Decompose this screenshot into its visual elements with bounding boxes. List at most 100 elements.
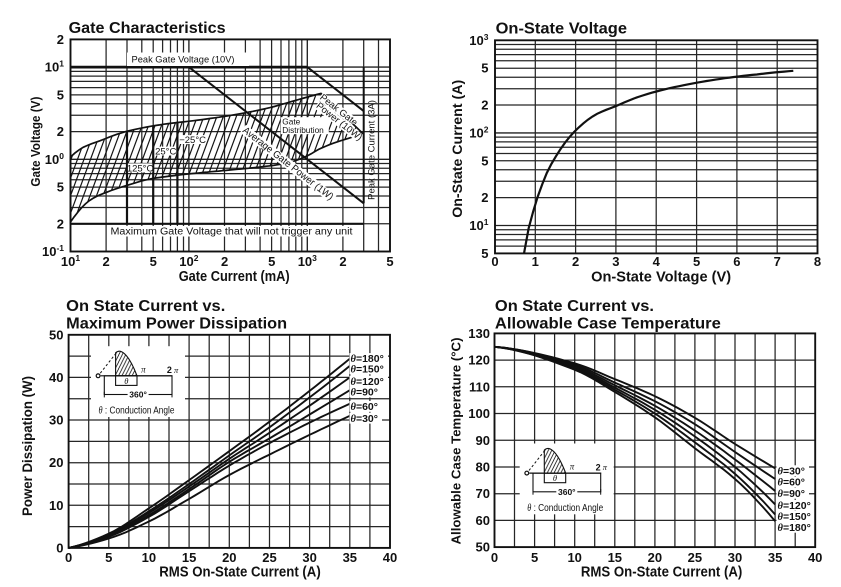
svg-text:θ=60°: θ=60° xyxy=(778,477,805,489)
svg-text:80: 80 xyxy=(476,460,490,475)
svg-text:25: 25 xyxy=(262,550,276,565)
svg-text:θ : Conduction Angle: θ : Conduction Angle xyxy=(99,406,175,417)
svg-text:5: 5 xyxy=(693,254,700,269)
svg-text:2: 2 xyxy=(57,216,64,231)
svg-text:30: 30 xyxy=(49,413,63,428)
svg-text:60: 60 xyxy=(476,513,490,528)
svg-text:5: 5 xyxy=(481,61,488,76)
svg-text:20: 20 xyxy=(49,455,63,470)
svg-text:2: 2 xyxy=(339,254,346,269)
svg-text:5: 5 xyxy=(386,254,393,269)
svg-text:On State Current vs.: On State Current vs. xyxy=(495,298,654,315)
svg-text:θ=60°: θ=60° xyxy=(351,401,378,413)
svg-text:2: 2 xyxy=(167,365,172,375)
svg-text:3: 3 xyxy=(612,254,619,269)
svg-text:1: 1 xyxy=(532,254,539,269)
svg-text:20: 20 xyxy=(648,550,662,565)
svg-text:Peak Gate Voltage (10V): Peak Gate Voltage (10V) xyxy=(132,55,235,66)
svg-text:Peak Gate Current (3A): Peak Gate Current (3A) xyxy=(367,100,378,200)
svg-text:Gate Voltage (V): Gate Voltage (V) xyxy=(29,97,43,187)
svg-text:130: 130 xyxy=(468,326,490,341)
svg-text:20: 20 xyxy=(222,550,236,565)
svg-text:0: 0 xyxy=(491,550,498,565)
svg-text:10: 10 xyxy=(49,498,63,513)
svg-text:π: π xyxy=(174,365,179,375)
svg-text:θ=90°: θ=90° xyxy=(351,387,378,399)
svg-text:Maximum Gate Voltage that will: Maximum Gate Voltage that will not trigg… xyxy=(111,227,353,238)
svg-text:RMS On-State Current (A): RMS On-State Current (A) xyxy=(159,564,321,580)
svg-text:102: 102 xyxy=(469,124,488,140)
svg-text:On-State Current (A): On-State Current (A) xyxy=(450,80,465,218)
svg-text:0: 0 xyxy=(491,254,498,269)
svg-text:4: 4 xyxy=(653,254,661,269)
svg-text:0: 0 xyxy=(65,550,72,565)
svg-text:125°C: 125°C xyxy=(127,163,154,174)
svg-text:θ: θ xyxy=(124,376,128,386)
svg-text:0: 0 xyxy=(56,540,63,555)
svg-text:2: 2 xyxy=(572,254,579,269)
svg-text:5: 5 xyxy=(268,254,275,269)
svg-text:110: 110 xyxy=(469,379,490,394)
svg-text:35: 35 xyxy=(768,550,782,565)
svg-text:101: 101 xyxy=(45,59,64,75)
svg-text:5: 5 xyxy=(57,180,64,195)
svg-text:5: 5 xyxy=(531,550,538,565)
svg-text:70: 70 xyxy=(476,486,490,501)
svg-text:θ=120°: θ=120° xyxy=(778,500,811,512)
svg-text:8: 8 xyxy=(814,254,821,269)
svg-text:2: 2 xyxy=(221,254,228,269)
svg-text:40: 40 xyxy=(49,370,63,385)
svg-text:40: 40 xyxy=(383,550,397,565)
svg-text:100: 100 xyxy=(45,151,64,167)
svg-text:5: 5 xyxy=(481,246,488,261)
svg-text:θ=120°: θ=120° xyxy=(351,376,384,388)
svg-text:30: 30 xyxy=(302,550,316,565)
svg-text:103: 103 xyxy=(469,32,488,48)
svg-text:5: 5 xyxy=(105,550,112,565)
svg-text:Power Dissipation (W): Power Dissipation (W) xyxy=(20,376,35,516)
svg-text:102: 102 xyxy=(179,253,198,269)
svg-text:101: 101 xyxy=(469,217,488,233)
svg-text:35: 35 xyxy=(343,550,357,565)
svg-text:Maximum Power Dissipation: Maximum Power Dissipation xyxy=(66,316,287,333)
svg-text:Gate Current (mA): Gate Current (mA) xyxy=(179,269,290,285)
svg-text:25°C: 25°C xyxy=(155,147,176,158)
svg-text:Allowable Case Temperature: Allowable Case Temperature xyxy=(495,316,721,333)
svg-text:10: 10 xyxy=(142,550,156,565)
svg-text:θ=150°: θ=150° xyxy=(778,511,811,523)
svg-text:101: 101 xyxy=(61,253,80,269)
svg-text:Distribution: Distribution xyxy=(282,125,324,135)
svg-text:30: 30 xyxy=(728,550,742,565)
svg-text:2: 2 xyxy=(102,254,109,269)
svg-text:103: 103 xyxy=(298,253,317,269)
svg-text:360°: 360° xyxy=(129,390,147,400)
svg-text:Allowable Case Temperature (°C: Allowable Case Temperature (°C) xyxy=(449,338,464,545)
svg-text:π: π xyxy=(141,364,146,374)
svg-text:2: 2 xyxy=(596,462,601,472)
svg-text:On-State Voltage (V): On-State Voltage (V) xyxy=(591,270,731,286)
svg-text:Gate Characteristics: Gate Characteristics xyxy=(69,20,226,37)
svg-text:θ=30°: θ=30° xyxy=(351,413,378,425)
svg-text:5: 5 xyxy=(57,87,64,102)
svg-text:5: 5 xyxy=(481,153,488,168)
svg-text:5: 5 xyxy=(150,254,157,269)
svg-text:15: 15 xyxy=(608,550,622,565)
svg-text:On-State Voltage: On-State Voltage xyxy=(496,21,628,38)
svg-text:−25°C: −25°C xyxy=(179,135,206,146)
svg-text:π: π xyxy=(603,462,608,472)
svg-text:10: 10 xyxy=(567,550,581,565)
svg-text:RMS On-State Current (A): RMS On-State Current (A) xyxy=(581,564,743,580)
svg-text:π: π xyxy=(570,462,575,472)
svg-text:2: 2 xyxy=(481,97,488,112)
svg-text:On State Current vs.: On State Current vs. xyxy=(66,298,225,315)
svg-text:15: 15 xyxy=(182,550,196,565)
svg-text:2: 2 xyxy=(481,190,488,205)
svg-text:θ=150°: θ=150° xyxy=(351,363,384,375)
svg-text:120: 120 xyxy=(468,353,490,368)
svg-text:2: 2 xyxy=(57,32,64,47)
svg-text:50: 50 xyxy=(476,540,490,555)
svg-text:6: 6 xyxy=(733,254,740,269)
svg-text:100: 100 xyxy=(468,406,490,421)
svg-text:7: 7 xyxy=(774,254,781,269)
svg-text:360°: 360° xyxy=(558,487,576,497)
